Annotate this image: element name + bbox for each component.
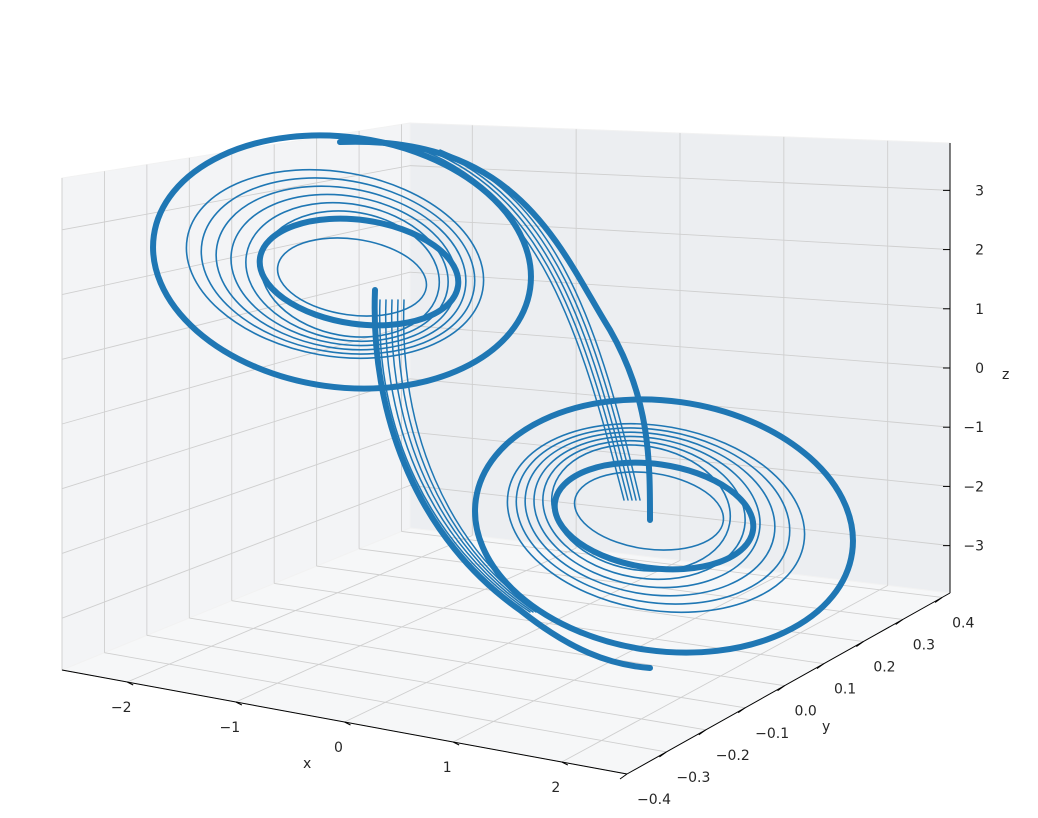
x-tick-label: 0: [334, 740, 343, 756]
grid-z-back: [409, 484, 951, 547]
upper-mid-ring: [245, 201, 449, 343]
lower-mid-ring: [524, 431, 776, 597]
z-tick-label: 1: [975, 302, 984, 318]
grid-y-floor: [401, 531, 943, 598]
lower-mid-ring: [515, 427, 791, 605]
z-tick-label: −1: [963, 420, 984, 436]
grid-z-back: [409, 431, 951, 487]
y-tick-mark: [737, 707, 746, 714]
grid-x-floor: [344, 560, 681, 723]
axis-panes: [60, 122, 952, 775]
trajectory-series: [150, 132, 856, 671]
x-axis-label: x: [303, 756, 311, 772]
grid-z-back: [409, 271, 951, 310]
lower-mid-ring: [542, 439, 746, 581]
y-tick-label: 0.3: [913, 637, 935, 653]
x-tick-label: −2: [111, 700, 132, 716]
y-tick-label: 0.1: [834, 682, 856, 698]
grid-x-floor: [235, 547, 577, 703]
grid-z-left: [61, 484, 411, 619]
crossing-strand: [421, 149, 629, 501]
y-axis-label: y: [822, 719, 830, 735]
z-tick-label: 2: [975, 243, 984, 259]
y-tick-mark: [659, 751, 667, 758]
upper-mid-ring: [215, 185, 467, 351]
crossing-strand: [384, 299, 534, 613]
y-tick-mark: [698, 729, 707, 736]
x-tick-mark: [452, 741, 460, 746]
tick-labels: −2 −1 0 1 2 −0.4 −0.3 −0.2 −0.1 0.0 0.1 0.2 0.3 0.4 −3…: [111, 183, 984, 808]
y-tick-mark: [934, 597, 943, 603]
x-tick-label: −1: [220, 720, 241, 736]
lower-outer-ring: [472, 396, 856, 656]
grid-z-left: [61, 218, 411, 295]
lower-to-upper-band: [371, 287, 653, 671]
y-tick-mark: [816, 663, 825, 670]
crossing-strand: [433, 149, 637, 501]
y-tick-label: −0.1: [755, 726, 789, 742]
lower-inner-ring: [551, 459, 757, 573]
upper-core-ring: [276, 237, 428, 317]
crossing-strand: [427, 149, 633, 501]
z-axis-label: z: [1002, 367, 1009, 383]
grid-z-back: [409, 165, 951, 191]
x-tick-mark: [344, 721, 351, 726]
upper-outer-ring: [150, 132, 534, 392]
x-tick-mark: [126, 681, 134, 686]
grid-z-back: [409, 325, 951, 369]
grid-z-back: [409, 218, 951, 251]
upper-to-lower-band: [337, 138, 653, 523]
y-tick-label: −0.2: [716, 748, 750, 764]
upper-mid-ring: [200, 177, 476, 355]
x-tick-mark: [561, 761, 569, 766]
z-tick-label: −3: [963, 539, 984, 555]
lower-mid-ring: [533, 435, 761, 589]
lower-mid-ring: [506, 422, 806, 614]
y-axis-line: [626, 592, 951, 775]
grid-z-left: [61, 325, 411, 425]
grid-z-left: [61, 431, 411, 554]
grid-z-left: [61, 378, 411, 490]
y-tick-mark: [856, 641, 864, 647]
y-tick-label: 0.0: [795, 704, 817, 720]
y-tick-label: −0.4: [637, 792, 671, 808]
crossing-strand: [415, 149, 625, 501]
z-tick-label: 3: [975, 183, 984, 199]
x-tick-label: 2: [551, 780, 560, 796]
grid-x-floor: [452, 572, 785, 743]
z-tick-label: 0: [975, 361, 984, 377]
grid-z-left: [61, 271, 411, 360]
grid-y-floor: [146, 634, 706, 731]
y-tick-mark: [619, 773, 628, 780]
lower-mid-ring: [550, 444, 732, 572]
x-tick-mark: [235, 701, 243, 706]
grid-x-floor: [127, 535, 473, 683]
x-tick-label: 1: [443, 760, 452, 776]
grid-y-floor: [316, 565, 864, 643]
y-tick-label: 0.4: [952, 615, 974, 631]
y-tick-label: 0.2: [873, 660, 895, 676]
crossing-strand: [396, 299, 540, 613]
y-tick-label: −0.3: [676, 770, 710, 786]
grid-y-floor: [231, 600, 785, 687]
upper-inner-ring: [256, 215, 462, 329]
lower-core-ring: [573, 471, 725, 551]
crossing-strand: [402, 299, 543, 613]
grid-y-floor: [189, 617, 746, 709]
crossing-strand: [439, 149, 641, 501]
z-tick-label: −2: [963, 479, 984, 495]
grid-x-floor: [561, 585, 888, 763]
upper-mid-ring: [185, 168, 485, 360]
crossing-strand: [390, 299, 537, 613]
grid-y-floor: [104, 652, 667, 753]
crossing-strand: [378, 299, 531, 613]
y-tick-mark: [777, 685, 785, 692]
y-tick-mark: [895, 619, 904, 625]
